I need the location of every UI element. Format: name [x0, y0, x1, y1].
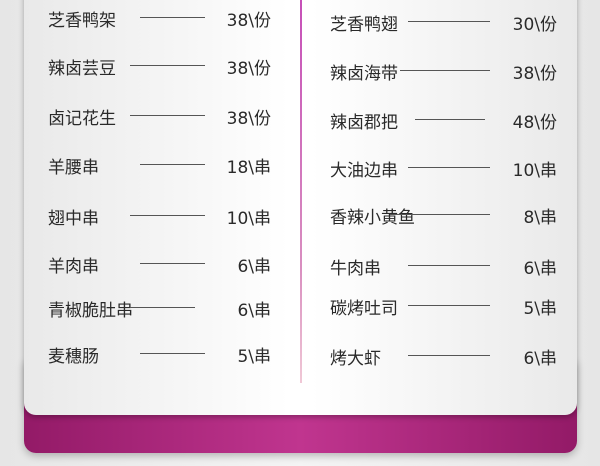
menu-item: 辣卤芸豆 38\份: [48, 54, 271, 79]
menu-item: 翅中串 10\串: [48, 204, 271, 229]
item-name: 卤记花生: [48, 109, 116, 129]
item-price: 6\串: [523, 349, 557, 369]
item-name: 辣卤郡把: [330, 113, 398, 133]
item-price: 10\串: [226, 209, 271, 229]
item-price: 38\份: [226, 59, 271, 79]
leader-line: [408, 355, 490, 356]
item-name: 辣卤芸豆: [48, 59, 116, 79]
menu-item: 大油边串 10\串: [330, 156, 557, 181]
menu-item: 牛肉串 6\串: [330, 254, 557, 279]
menu-item: 香辣小黄鱼 8\串: [330, 203, 557, 228]
item-price: 38\份: [512, 64, 557, 84]
leader-line: [130, 115, 205, 116]
item-name: 碳烤吐司: [330, 299, 398, 319]
leader-line: [408, 305, 490, 306]
item-name: 芝香鸭翅: [330, 15, 398, 35]
leader-line: [415, 119, 485, 120]
item-price: 5\串: [237, 347, 271, 367]
item-price: 6\串: [523, 259, 557, 279]
leader-line: [140, 353, 205, 354]
item-name: 青椒脆肚串: [48, 301, 133, 321]
menu-item: 芝香鸭架 38\份: [48, 6, 271, 31]
item-name: 羊腰串: [48, 158, 99, 178]
item-name: 牛肉串: [330, 259, 381, 279]
leader-line: [130, 215, 205, 216]
menu-item: 烤大虾 6\串: [330, 344, 557, 369]
item-name: 芝香鸭架: [48, 11, 116, 31]
leader-line: [140, 263, 205, 264]
column-divider: [300, 0, 302, 383]
item-price: 38\份: [226, 11, 271, 31]
item-price: 48\份: [512, 113, 557, 133]
item-price: 38\份: [226, 109, 271, 129]
item-name: 烤大虾: [330, 349, 381, 369]
item-price: 5\串: [523, 299, 557, 319]
leader-line: [130, 65, 205, 66]
leader-line: [140, 17, 205, 18]
menu-item: 辣卤郡把 48\份: [330, 108, 557, 133]
menu-item: 辣卤海带 38\份: [330, 59, 557, 84]
leader-line: [400, 70, 490, 71]
leader-line: [408, 21, 490, 22]
leader-line: [408, 167, 490, 168]
item-price: 6\串: [237, 257, 271, 277]
menu-item: 卤记花生 38\份: [48, 104, 271, 129]
item-price: 6\串: [237, 301, 271, 321]
item-name: 翅中串: [48, 209, 99, 229]
menu-item: 芝香鸭翅 30\份: [330, 10, 557, 35]
leader-line: [408, 265, 490, 266]
menu-item: 羊腰串 18\串: [48, 153, 271, 178]
menu-item: 碳烤吐司 5\串: [330, 294, 557, 319]
item-price: 10\串: [512, 161, 557, 181]
menu-item: 羊肉串 6\串: [48, 252, 271, 277]
menu-item: 青椒脆肚串 6\串: [48, 296, 271, 321]
item-name: 香辣小黄鱼: [330, 208, 415, 228]
leader-line: [140, 164, 205, 165]
item-price: 30\份: [512, 15, 557, 35]
item-name: 辣卤海带: [330, 64, 398, 84]
item-price: 8\串: [523, 208, 557, 228]
item-name: 大油边串: [330, 161, 398, 181]
item-name: 羊肉串: [48, 257, 99, 277]
item-price: 18\串: [226, 158, 271, 178]
menu-item: 麦穗肠 5\串: [48, 342, 271, 367]
leader-line: [390, 214, 490, 215]
item-name: 麦穗肠: [48, 347, 99, 367]
leader-line: [130, 307, 195, 308]
